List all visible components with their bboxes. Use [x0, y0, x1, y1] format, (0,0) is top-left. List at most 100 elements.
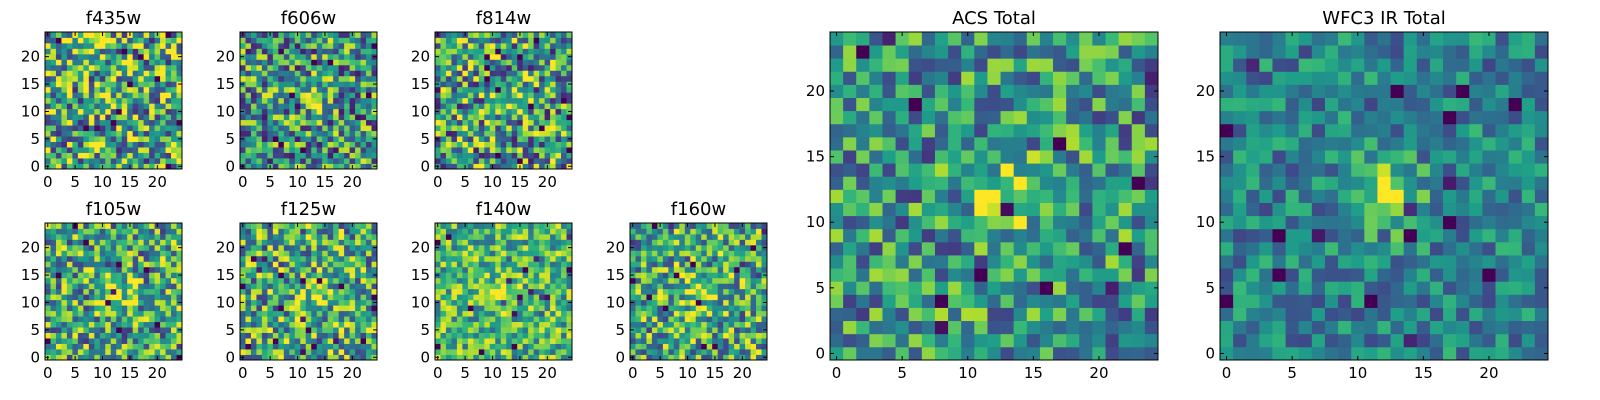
- heatmap-cell: [127, 103, 134, 110]
- heatmap-cell: [322, 310, 329, 317]
- heatmap-cell: [445, 250, 452, 257]
- heatmap-cell: [344, 244, 350, 251]
- heatmap-cell: [149, 283, 155, 290]
- heatmap-cell: [83, 261, 90, 268]
- heatmap-cell: [50, 86, 57, 93]
- heatmap-cell: [830, 228, 844, 243]
- heatmap-cell: [495, 163, 502, 170]
- heatmap-cell: [272, 283, 279, 290]
- heatmap-cell: [1013, 241, 1028, 256]
- heatmap-cell: [478, 125, 485, 132]
- heatmap-cell: [566, 92, 573, 99]
- heatmap-cell: [311, 32, 318, 38]
- heatmap-cell: [484, 114, 491, 121]
- heatmap-cell: [50, 108, 57, 115]
- heatmap-cell: [728, 305, 735, 312]
- heatmap-cell: [445, 32, 452, 38]
- heatmap-cell: [338, 261, 345, 268]
- heatmap-cell: [171, 266, 177, 273]
- heatmap-cell: [506, 332, 513, 339]
- heatmap-cell: [105, 86, 112, 93]
- heatmap-cell: [305, 48, 312, 55]
- heatmap-cell: [327, 332, 334, 339]
- heatmap-cell: [566, 233, 573, 240]
- heatmap-cell: [245, 239, 252, 246]
- heatmap-cell: [88, 239, 95, 246]
- heatmap-cell: [143, 130, 150, 137]
- heatmap-cell: [555, 136, 562, 142]
- heatmap-cell: [723, 321, 730, 328]
- heatmap-cell: [843, 228, 857, 243]
- heatmap-cell: [456, 97, 463, 104]
- heatmap-cell: [261, 266, 268, 273]
- heatmap-cell: [99, 244, 106, 251]
- heatmap-cell: [500, 136, 507, 142]
- heatmap-cell: [55, 108, 62, 115]
- heatmap-cell: [55, 288, 62, 295]
- heatmap-cell: [149, 125, 155, 132]
- heatmap-cell: [1131, 241, 1146, 256]
- heatmap-cell: [154, 250, 161, 257]
- heatmap-cell: [550, 147, 556, 153]
- heatmap-cell: [250, 81, 257, 88]
- heatmap-cell: [344, 125, 350, 132]
- heatmap-cell: [544, 283, 551, 290]
- heatmap-cell: [50, 64, 57, 71]
- heatmap-cell: [550, 92, 556, 99]
- heatmap-cell: [745, 283, 751, 290]
- heatmap-cell: [327, 59, 334, 66]
- heatmap-cell: [132, 147, 139, 153]
- heatmap-cell: [630, 255, 636, 262]
- heatmap-cell: [121, 53, 128, 60]
- heatmap-cell: [635, 316, 642, 323]
- heatmap-cell: [289, 244, 296, 251]
- heatmap-cell: [745, 354, 751, 361]
- heatmap-cell: [517, 244, 524, 251]
- heatmap-cell: [830, 189, 844, 203]
- x-tick-label: 15: [315, 173, 334, 191]
- heatmap-cell: [555, 233, 562, 240]
- heatmap-cell: [451, 261, 458, 268]
- heatmap-cell: [267, 141, 274, 148]
- y-tick-label: 20: [21, 239, 40, 257]
- heatmap-cell: [311, 338, 318, 344]
- heatmap-cell: [267, 70, 274, 77]
- heatmap-cell: [668, 299, 675, 306]
- heatmap-cell: [555, 277, 562, 284]
- heatmap-cell: [528, 321, 535, 328]
- heatmap-cell: [1039, 228, 1054, 243]
- heatmap-cell: [555, 327, 562, 333]
- heatmap-cell: [316, 266, 323, 273]
- heatmap-cell: [327, 70, 334, 77]
- heatmap-cell: [830, 268, 844, 282]
- heatmap-cell: [240, 152, 246, 159]
- heatmap-cell: [500, 316, 507, 323]
- heatmap-cell: [116, 266, 123, 273]
- heatmap-cell: [451, 70, 458, 77]
- heatmap-cell: [1000, 189, 1015, 203]
- heatmap-cell: [761, 250, 768, 257]
- heatmap-cell: [462, 299, 469, 306]
- heatmap-cell: [105, 321, 112, 328]
- heatmap-cell: [695, 261, 702, 268]
- y-tick-label: 0: [225, 348, 235, 366]
- heatmap-cell: [116, 316, 123, 323]
- heatmap-cell: [338, 228, 345, 235]
- heatmap-cell: [478, 103, 485, 110]
- heatmap-cell: [539, 86, 545, 93]
- heatmap-cell: [1131, 346, 1146, 361]
- heatmap-cell: [739, 316, 746, 323]
- heatmap-cell: [171, 250, 177, 257]
- heatmap-cell: [360, 53, 367, 60]
- heatmap-cell: [684, 294, 691, 301]
- heatmap-cell: [451, 299, 458, 306]
- heatmap-cell: [349, 42, 356, 49]
- heatmap-cell: [544, 48, 551, 55]
- heatmap-cell: [701, 299, 708, 306]
- heatmap-cell: [355, 48, 361, 55]
- heatmap-cell: [176, 223, 183, 229]
- heatmap-cell: [1000, 150, 1015, 164]
- heatmap-cell: [165, 343, 172, 350]
- heatmap-cell: [132, 239, 139, 246]
- heatmap-cell: [116, 136, 123, 142]
